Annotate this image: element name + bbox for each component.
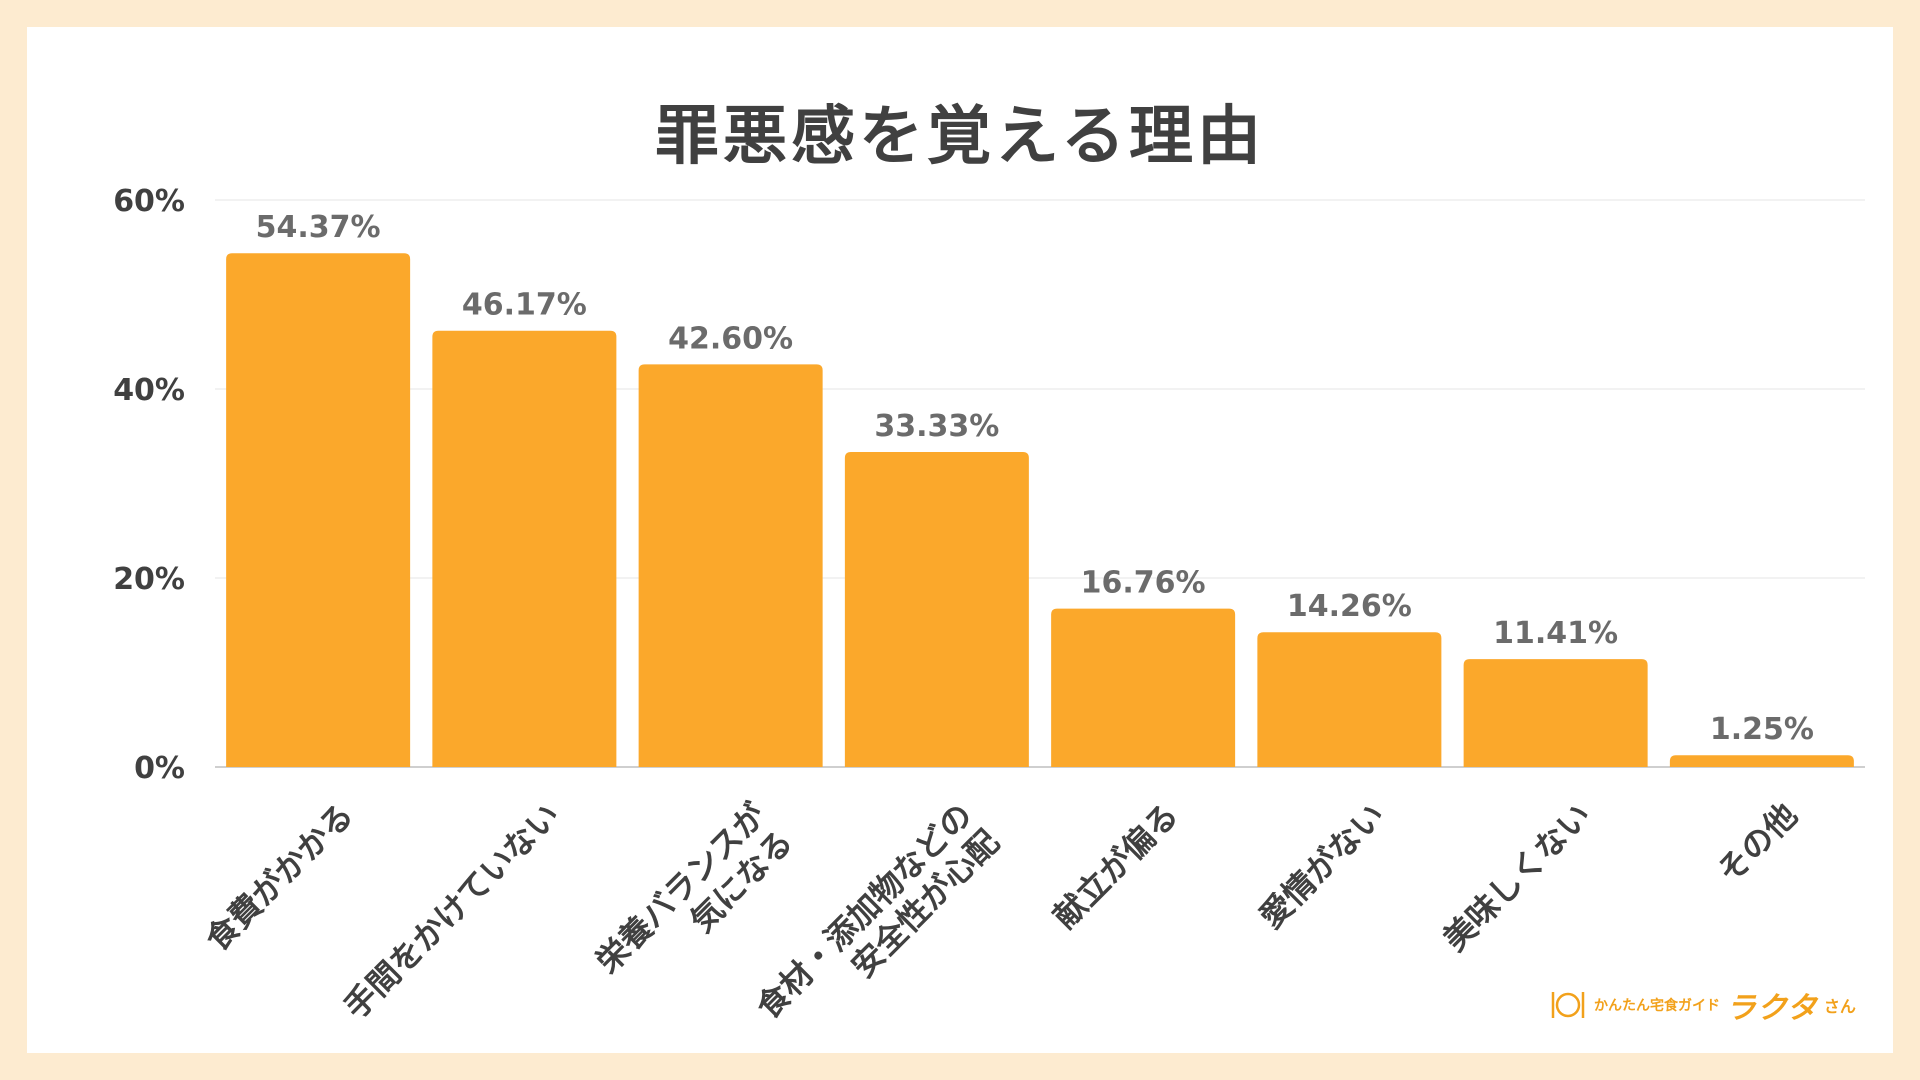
y-tick-label: 0%	[134, 751, 185, 786]
data-label: 14.26%	[1287, 589, 1412, 624]
bar	[432, 330, 617, 767]
category-label: 献立が偏る	[1046, 796, 1186, 936]
bar	[638, 364, 823, 767]
data-label: 1.25%	[1710, 712, 1814, 747]
category-label: 愛情がない	[1252, 796, 1392, 936]
chart-title: 罪悪感を覚える理由	[654, 100, 1266, 174]
category-label-line: 愛情がない	[1252, 796, 1392, 936]
logo-suffix: さん	[1823, 997, 1856, 1016]
data-label: 46.17%	[462, 288, 587, 323]
category-label: 手間をかけていない	[336, 796, 567, 1027]
category-label: 美味しくない	[1436, 796, 1599, 959]
y-axis-ticks: 0% 20% 40% 60%	[113, 184, 185, 786]
bar	[1257, 632, 1442, 767]
data-label: 33.33%	[874, 409, 999, 444]
category-label-line: 食材・添加物などの	[749, 796, 980, 1027]
data-label: 11.41%	[1493, 616, 1618, 651]
bar	[844, 452, 1029, 767]
data-label: 54.37%	[256, 210, 381, 245]
y-tick-label: 60%	[113, 184, 185, 219]
category-label-line: 美味しくない	[1436, 796, 1599, 959]
bar	[1463, 659, 1648, 767]
category-label: 食費がかかる	[198, 796, 361, 959]
category-label-line: その他	[1710, 796, 1805, 891]
plate-icon	[1551, 992, 1585, 1018]
bar	[1669, 755, 1854, 767]
data-label: 16.76%	[1081, 566, 1206, 601]
data-label: 42.60%	[668, 321, 793, 356]
category-label-line: 献立が偏る	[1046, 796, 1186, 936]
category-label-line: 手間をかけていない	[336, 796, 567, 1027]
logo-subtitle: かんたん宅食ガイド	[1594, 998, 1720, 1014]
bars	[226, 253, 1854, 768]
brand-logo: かんたん宅食ガイド ラクタ さん	[1548, 983, 1856, 1027]
category-label-line: 食費がかかる	[198, 796, 361, 959]
bar	[226, 253, 411, 768]
y-tick-label: 40%	[113, 373, 185, 408]
data-labels: 54.37% 46.17% 42.60% 33.33% 16.76% 14.26% 11.4…	[256, 210, 1814, 747]
bar	[1051, 608, 1236, 767]
category-label: その他	[1710, 796, 1805, 891]
y-tick-label: 20%	[113, 562, 185, 597]
logo-brand: ラクタ	[1726, 991, 1818, 1026]
